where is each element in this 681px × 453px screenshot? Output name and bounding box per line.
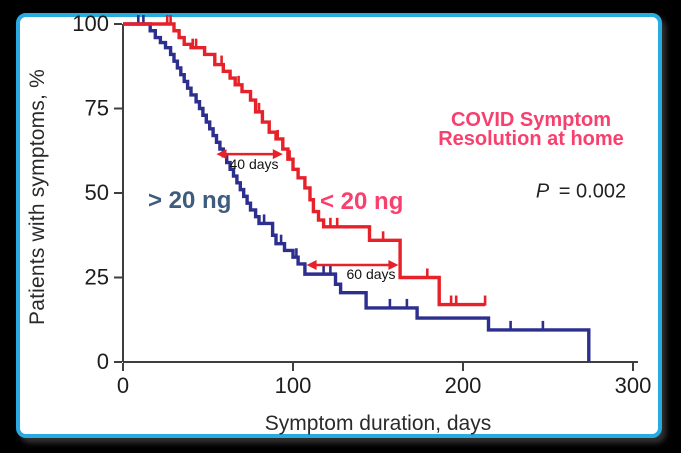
p-value: = 0.002 [558,180,627,203]
chart-title-line2: Resolution at home [438,128,624,150]
p-value-text: P = 0.002 [536,181,626,204]
arrowhead-left [306,259,317,270]
arrowhead-left [216,149,227,160]
series-label-gt20ng: > 20 ng [148,187,232,214]
y-tick-label: 75 [85,96,109,121]
y-tick-label: 50 [85,180,109,205]
p-label: P [535,180,550,203]
annotation-60-days-label: 60 days [346,266,396,282]
annotation-40-days-label: 40 days [229,156,279,172]
y-tick-label: 100 [72,11,109,36]
x-tick-label: 200 [445,373,482,398]
series-label-lt20ng: < 20 ng [320,188,404,215]
series-curve-0 [123,22,591,362]
arrowhead-right [388,259,399,270]
y-axis-title: Patients with symptoms, % [26,69,49,325]
arrowhead-right [272,149,283,160]
y-tick-label: 25 [85,265,109,290]
x-axis-title: Symptom duration, days [264,412,492,435]
y-tick-label: 0 [97,349,109,374]
series-curve-1 [123,22,486,307]
x-tick-label: 100 [275,373,312,398]
x-tick-label: 0 [117,373,129,398]
chart-title: COVID Symptom Resolution at home [438,109,624,150]
chart-title-line1: COVID Symptom [450,109,612,131]
x-tick-label: 300 [615,373,652,398]
